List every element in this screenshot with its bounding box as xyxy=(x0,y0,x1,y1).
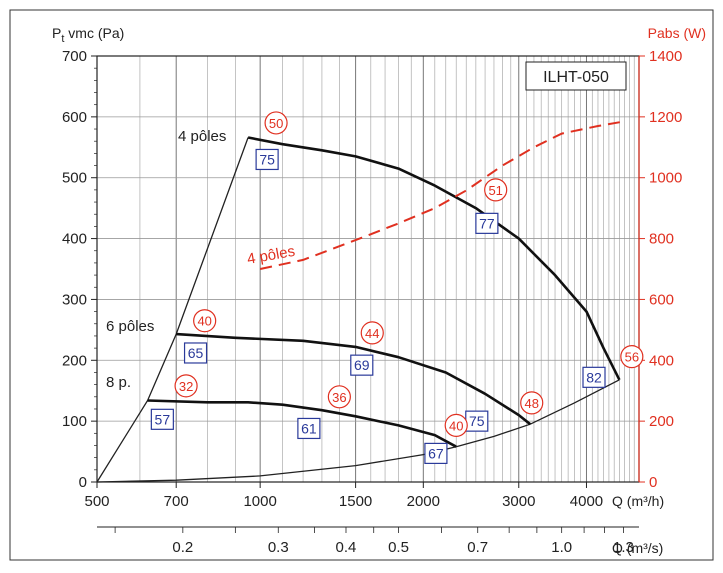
axes-layer: 0 100 200 300 400 500 600 700 0 200 400 600 800 1000 1… xyxy=(62,48,682,556)
efficiency-box xyxy=(150,408,174,430)
y-right-tick-label: 200 xyxy=(649,413,674,430)
noise-circle xyxy=(444,413,468,438)
x-m3s-tick-label: 0.4 xyxy=(336,539,357,556)
efficiency-box xyxy=(255,148,279,171)
efficiency-label: 75 xyxy=(469,413,485,429)
y-right-tick-label: 400 xyxy=(649,352,674,369)
x-m3s-tick-label: 1.0 xyxy=(551,539,572,556)
x-m3s-tick-label: 1.3 xyxy=(613,539,634,556)
efficiency-label: 57 xyxy=(155,411,171,427)
y-left-label-main: P xyxy=(52,25,61,41)
efficiency-label: 82 xyxy=(586,369,602,385)
x-m3h-tick-label: 3000 xyxy=(502,493,535,510)
series-label-4-poles: 4 pôles xyxy=(178,128,226,145)
x-m3h-tick-label: 1500 xyxy=(339,493,372,510)
noise-label: 51 xyxy=(488,183,502,198)
efficiency-label: 67 xyxy=(428,445,444,461)
model-title: ILHT-050 xyxy=(543,69,609,86)
y-left-label-sub: t xyxy=(61,33,64,45)
noise-label: 50 xyxy=(269,116,283,131)
noise-circle xyxy=(620,345,644,369)
efficiency-label: 77 xyxy=(479,215,495,231)
efficiency-label: 65 xyxy=(188,345,204,361)
y-right-tick-label: 0 xyxy=(649,474,657,491)
efficiency-box xyxy=(582,366,606,388)
y-left-tick-label: 0 xyxy=(79,474,87,491)
x-m3h-tick-label: 700 xyxy=(164,493,189,510)
y-right-tick-label: 1200 xyxy=(649,109,682,126)
y-left-axis-label: Pt vmc (Pa) xyxy=(52,25,124,45)
y-left-tick-label: 700 xyxy=(62,48,87,65)
efficiency-label: 61 xyxy=(301,420,317,436)
pressure-curve xyxy=(176,332,532,426)
noise-label: 48 xyxy=(524,396,538,411)
y-right-axis-label: Pabs (W) xyxy=(648,25,706,41)
y-left-tick-label: 400 xyxy=(62,231,87,248)
curves-layer xyxy=(96,120,625,483)
noise-label: 40 xyxy=(197,314,211,329)
noise-circle xyxy=(174,374,198,398)
efficiency-box xyxy=(350,354,374,376)
power-curve xyxy=(259,120,625,270)
y-right-tick-label: 1400 xyxy=(649,48,682,65)
y-right-tick-label: 800 xyxy=(649,231,674,248)
series-label-6-poles: 6 pôles xyxy=(106,318,154,335)
y-right-tick-label: 1000 xyxy=(649,170,682,187)
x-m3h-tick-label: 2000 xyxy=(407,493,440,510)
pressure-curve xyxy=(247,136,621,381)
y-left-tick-label: 100 xyxy=(62,413,87,430)
x-m3h-tick-label: 500 xyxy=(84,493,109,510)
noise-label: 40 xyxy=(449,418,463,433)
x-m3s-tick-label: 0.5 xyxy=(388,539,409,556)
y-right-tick-label: 600 xyxy=(649,291,674,308)
efficiency-box xyxy=(475,212,499,234)
noise-circle xyxy=(193,309,217,333)
y-left-tick-label: 500 xyxy=(62,170,87,187)
noise-label: 36 xyxy=(332,390,346,405)
outer-frame xyxy=(9,9,714,561)
noise-circle xyxy=(360,321,384,345)
y-left-tick-label: 300 xyxy=(62,291,87,308)
y-left-tick-label: 200 xyxy=(62,352,87,369)
noise-label: 56 xyxy=(625,350,639,365)
x-m3s-tick-label: 0.2 xyxy=(172,539,193,556)
y-left-label-rest: vmc (Pa) xyxy=(64,25,124,41)
x-axis-label-m3s: Q (m³/s) xyxy=(612,540,663,556)
noise-circle xyxy=(520,391,544,415)
noise-label: 32 xyxy=(179,379,193,394)
y-left-tick-label: 600 xyxy=(62,109,87,126)
efficiency-label: 75 xyxy=(259,151,275,167)
noise-label: 44 xyxy=(365,326,379,341)
x-m3h-tick-label: 1000 xyxy=(243,493,276,510)
model-title-box xyxy=(525,61,627,91)
efficiency-box xyxy=(424,442,448,464)
noise-circle xyxy=(327,385,351,409)
x-axis-label-m3h: Q (m³/h) xyxy=(612,493,664,509)
efficiency-box xyxy=(183,342,208,364)
efficiency-box xyxy=(297,417,321,440)
x-m3s-tick-label: 0.3 xyxy=(268,539,289,556)
operating-limit-line xyxy=(96,137,249,483)
x-m3s-tick-label: 0.7 xyxy=(467,539,488,556)
x-m3h-tick-label: 4000 xyxy=(570,493,603,510)
noise-circle xyxy=(264,111,288,135)
noise-circle xyxy=(484,178,508,202)
pressure-curve xyxy=(147,399,457,448)
efficiency-label: 69 xyxy=(354,357,370,373)
series-label-8-poles: 8 p. xyxy=(106,374,131,391)
